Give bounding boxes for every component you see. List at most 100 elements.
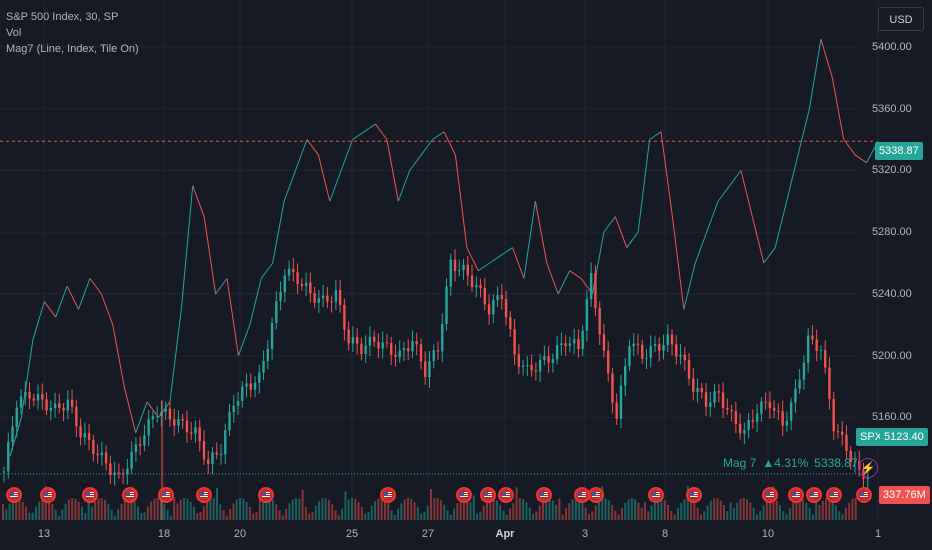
volume-bar xyxy=(34,506,37,520)
volume-bar xyxy=(634,499,637,520)
volume-bar xyxy=(400,503,403,520)
us-flag-event-icon[interactable] xyxy=(536,487,552,503)
mag7-line-segment xyxy=(226,278,239,356)
mag7-line-segment xyxy=(260,262,274,279)
price-tick: 5400.00 xyxy=(872,40,912,53)
volume-bar xyxy=(821,500,824,520)
volume-bar xyxy=(627,499,630,520)
us-flag-event-icon[interactable] xyxy=(762,487,778,503)
us-flag-event-icon[interactable] xyxy=(480,487,496,503)
volume-bar xyxy=(551,500,554,520)
mag7-line-segment xyxy=(454,154,468,248)
us-flag-event-icon[interactable] xyxy=(588,487,604,503)
spx-candle xyxy=(181,419,184,421)
symbol-title[interactable]: S&P 500 Index, 30, SP xyxy=(6,11,119,23)
mag7-indicator-label[interactable]: Mag7 (Line, Index, Tile On) xyxy=(6,43,139,55)
volume-bar xyxy=(209,498,212,520)
us-flag-event-icon[interactable] xyxy=(380,487,396,503)
spx-candle xyxy=(726,408,729,410)
mag7-line-segment xyxy=(557,270,571,295)
spx-candle xyxy=(632,343,635,347)
volume-bar xyxy=(262,501,265,520)
spx-candle xyxy=(428,361,431,378)
spx-candle xyxy=(713,391,716,403)
volume-bar xyxy=(41,498,44,520)
spx-candle xyxy=(19,396,23,408)
spx-candle xyxy=(815,339,818,351)
spx-candle xyxy=(45,399,48,411)
volume-bar xyxy=(828,498,831,520)
spx-candle xyxy=(849,450,852,462)
currency-button[interactable]: USD xyxy=(878,7,924,31)
volume-bar xyxy=(732,508,735,520)
spx-candle xyxy=(738,423,742,434)
volume-bar xyxy=(663,500,666,520)
volume-bar xyxy=(650,505,653,520)
spx-candle xyxy=(492,300,495,315)
lightning-icon[interactable]: ⚡ xyxy=(858,458,878,478)
time-axis[interactable]: 13 18 20 25 27 Apr 3 8 10 1 xyxy=(0,522,881,550)
volume-bar xyxy=(219,504,222,520)
volume-bar xyxy=(564,508,567,520)
us-flag-event-icon[interactable] xyxy=(498,487,514,503)
volume-bar xyxy=(318,501,321,520)
us-flag-event-icon[interactable] xyxy=(686,487,702,503)
volume-bar xyxy=(344,491,347,520)
spx-candle xyxy=(700,387,704,393)
spx-candle xyxy=(747,420,750,430)
spx-candle xyxy=(611,373,614,403)
spx-candle xyxy=(258,372,261,383)
us-flag-event-icon[interactable] xyxy=(6,487,22,503)
volume-bar xyxy=(44,486,47,520)
spx-candle xyxy=(504,299,508,318)
spx-candle xyxy=(7,442,10,472)
spx-candle xyxy=(781,411,784,426)
volume-bar xyxy=(245,501,248,520)
us-flag-event-icon[interactable] xyxy=(456,487,472,503)
volume-bar xyxy=(113,515,116,520)
us-flag-event-icon[interactable] xyxy=(648,487,664,503)
spx-candle xyxy=(755,413,759,422)
us-flag-event-icon[interactable] xyxy=(40,487,56,503)
mag7-line-segment xyxy=(500,247,513,256)
volume-bar xyxy=(680,502,683,520)
us-flag-event-icon[interactable] xyxy=(122,487,138,503)
spx-candle xyxy=(411,341,414,352)
volume-bar xyxy=(321,498,324,520)
us-flag-event-icon[interactable] xyxy=(196,487,212,503)
volume-bar xyxy=(502,510,505,520)
volume-indicator-label[interactable]: Vol xyxy=(6,27,22,39)
mag7-line-segment xyxy=(409,154,422,171)
spx-candle xyxy=(394,354,397,357)
volume-bar xyxy=(561,514,564,520)
spx-candle xyxy=(675,344,678,357)
volume-bar xyxy=(120,503,123,520)
volume-bar xyxy=(183,498,186,520)
volume-bar xyxy=(107,504,110,520)
time-tick: 10 xyxy=(761,528,775,540)
volume-bar xyxy=(528,507,531,520)
volume-bar xyxy=(341,508,344,520)
us-flag-event-icon[interactable] xyxy=(788,487,804,503)
volume-bar xyxy=(798,498,801,520)
price-axis[interactable]: 5400.00 5360.00 5320.00 5280.00 5240.00 5200.… xyxy=(860,0,932,520)
mag7-line-segment xyxy=(100,293,114,325)
us-flag-event-icon[interactable] xyxy=(158,487,174,503)
us-flag-event-icon[interactable] xyxy=(258,487,274,503)
us-flag-event-icon[interactable] xyxy=(826,487,842,503)
volume-bar xyxy=(584,507,587,520)
spx-candle xyxy=(772,407,776,411)
volume-bar xyxy=(90,506,93,520)
us-flag-event-icon[interactable] xyxy=(806,487,822,503)
spx-candle xyxy=(368,336,372,346)
mag7-line-segment xyxy=(671,216,685,310)
us-flag-event-icon[interactable] xyxy=(856,487,872,503)
volume-bar xyxy=(851,499,854,520)
volume-badge: 337.76M xyxy=(879,486,930,504)
us-flag-event-icon[interactable] xyxy=(82,487,98,503)
volume-bar xyxy=(548,498,551,520)
mag7-line-segment xyxy=(329,170,342,202)
volume-bar xyxy=(54,509,57,520)
